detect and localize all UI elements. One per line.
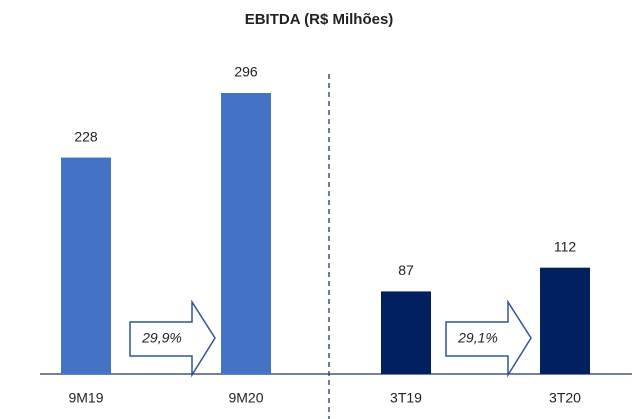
- x-tick-label: 3T20: [549, 390, 581, 406]
- bar: [221, 93, 271, 374]
- data-label: 296: [234, 64, 258, 80]
- bar: [61, 157, 111, 374]
- annotation: 29,1%: [457, 330, 498, 346]
- bar: [381, 291, 431, 374]
- data-label: 87: [398, 262, 414, 278]
- chart-title: EBITDA (R$ Milhões): [245, 11, 394, 28]
- x-tick-label: 9M20: [228, 390, 263, 406]
- data-label: 112: [554, 238, 577, 254]
- annotation: 29,9%: [141, 330, 182, 346]
- arrow: [445, 299, 532, 378]
- arrow: [129, 299, 216, 378]
- x-tick-label: 9M19: [68, 390, 103, 406]
- data-label: 228: [74, 128, 98, 144]
- x-tick-label: 3T19: [390, 390, 422, 406]
- bar: [540, 267, 590, 374]
